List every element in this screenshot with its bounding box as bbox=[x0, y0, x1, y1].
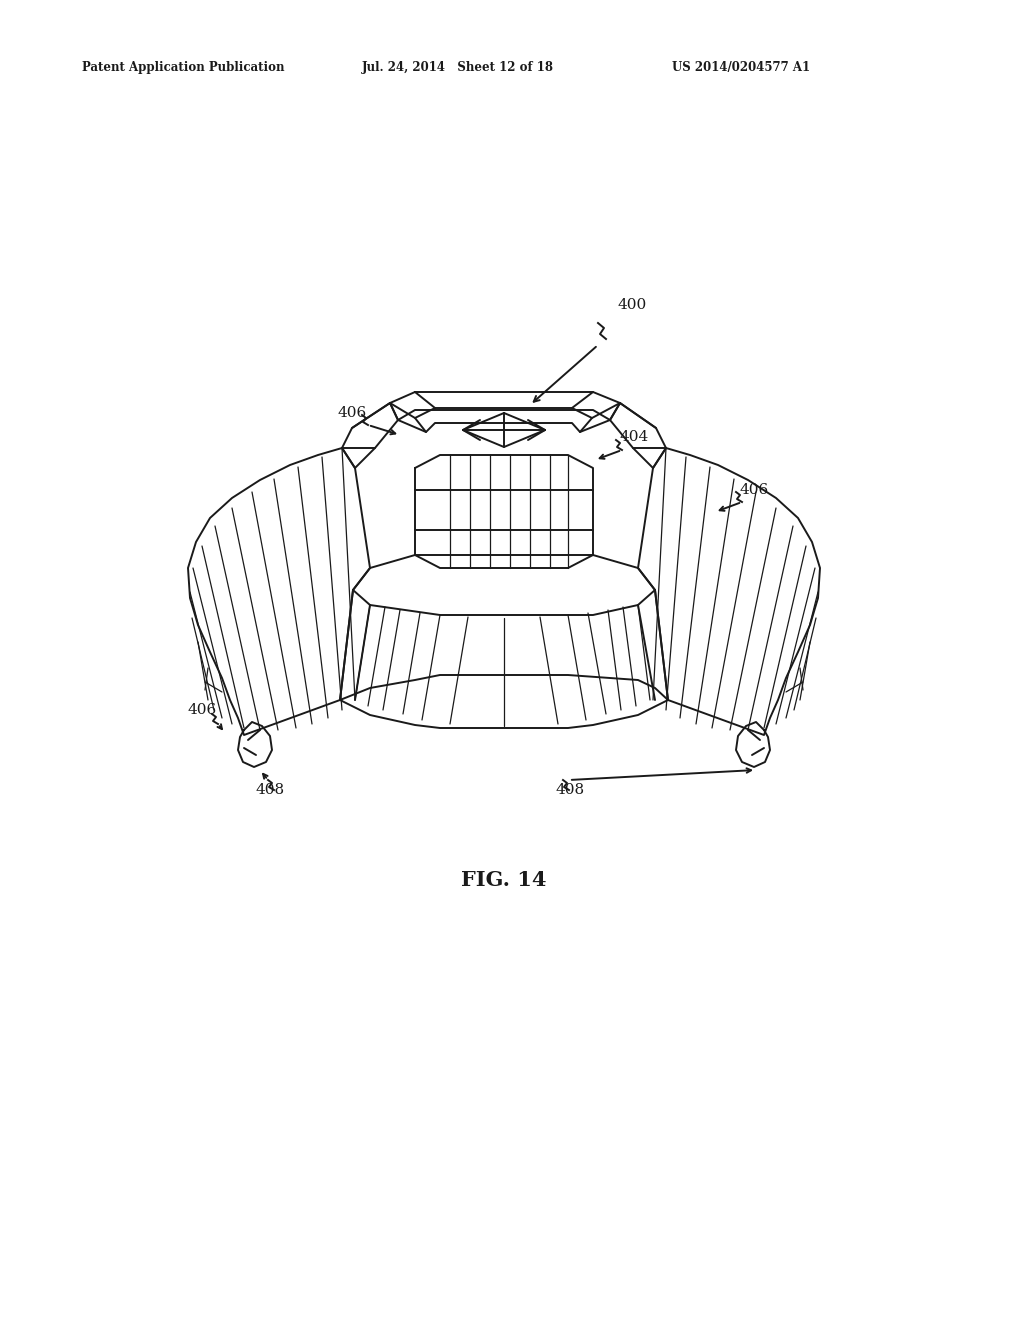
Text: 408: 408 bbox=[555, 783, 585, 797]
Text: 406: 406 bbox=[740, 483, 769, 498]
Text: FIG. 14: FIG. 14 bbox=[461, 870, 547, 890]
Text: US 2014/0204577 A1: US 2014/0204577 A1 bbox=[672, 61, 810, 74]
Text: Patent Application Publication: Patent Application Publication bbox=[82, 61, 285, 74]
Text: 406: 406 bbox=[338, 407, 368, 420]
Text: 404: 404 bbox=[620, 430, 649, 444]
Text: 406: 406 bbox=[188, 704, 217, 717]
Text: Jul. 24, 2014   Sheet 12 of 18: Jul. 24, 2014 Sheet 12 of 18 bbox=[362, 61, 554, 74]
Text: 408: 408 bbox=[255, 783, 285, 797]
Text: 400: 400 bbox=[618, 298, 647, 312]
